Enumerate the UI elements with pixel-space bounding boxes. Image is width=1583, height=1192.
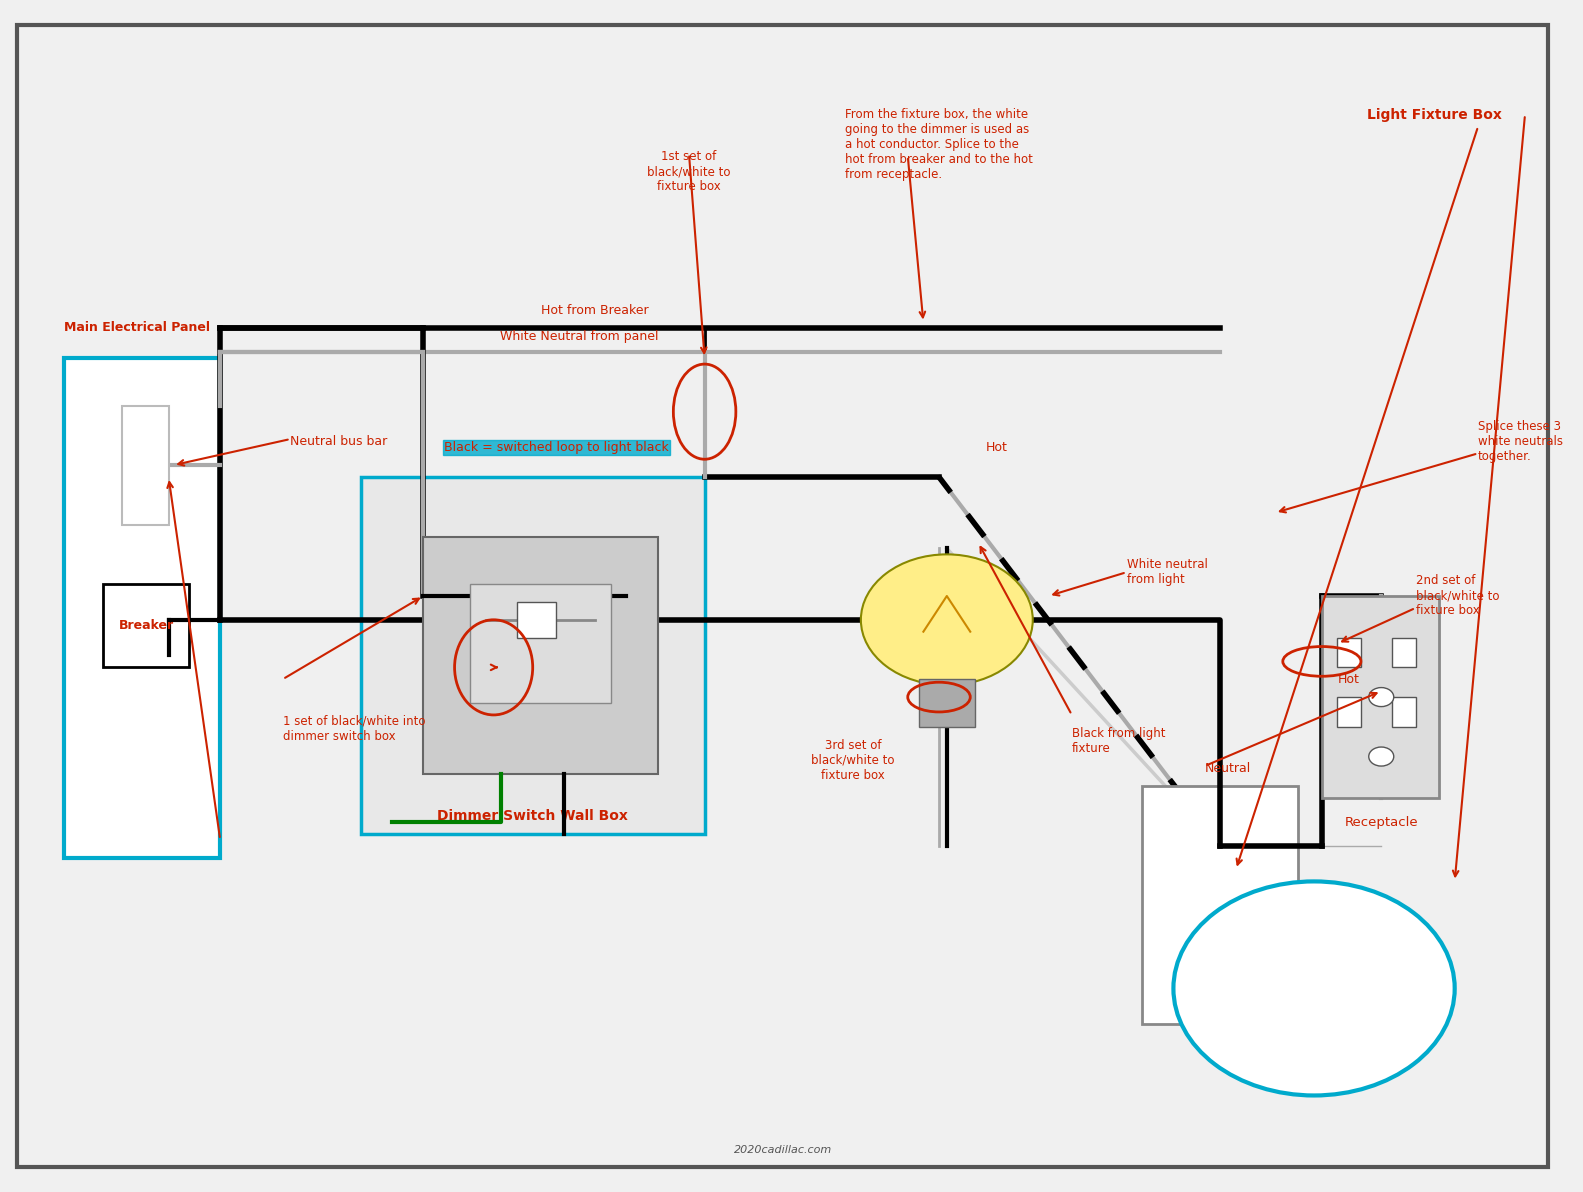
Text: 1st set of
black/white to
fixture box: 1st set of black/white to fixture box xyxy=(647,150,731,193)
Text: Light Fixture Box: Light Fixture Box xyxy=(1366,108,1502,123)
Text: White neutral
from light: White neutral from light xyxy=(1127,558,1208,586)
Text: Black = switched loop to light black: Black = switched loop to light black xyxy=(443,441,668,454)
Text: White Neutral from panel: White Neutral from panel xyxy=(500,330,659,342)
FancyBboxPatch shape xyxy=(361,477,704,834)
FancyBboxPatch shape xyxy=(1143,787,1298,1024)
Text: From the fixture box, the white
going to the dimmer is used as
a hot conductor. : From the fixture box, the white going to… xyxy=(845,108,1034,181)
FancyBboxPatch shape xyxy=(470,584,611,703)
Text: Hot from Breaker: Hot from Breaker xyxy=(541,304,649,317)
FancyBboxPatch shape xyxy=(103,584,188,668)
Text: Hot: Hot xyxy=(986,441,1008,454)
Text: Receptacle: Receptacle xyxy=(1344,817,1418,828)
Text: Dimmer Switch Wall Box: Dimmer Switch Wall Box xyxy=(437,809,628,822)
Text: 2020cadillac.com: 2020cadillac.com xyxy=(733,1146,831,1155)
FancyBboxPatch shape xyxy=(1338,697,1361,727)
Text: Breaker: Breaker xyxy=(119,619,174,632)
Text: Neutral: Neutral xyxy=(1205,762,1251,775)
Circle shape xyxy=(1173,881,1455,1095)
FancyBboxPatch shape xyxy=(63,358,220,857)
Text: Hot: Hot xyxy=(1338,672,1360,685)
FancyBboxPatch shape xyxy=(1391,638,1415,668)
FancyBboxPatch shape xyxy=(17,25,1548,1167)
Text: Splice these 3
white neutrals
together.: Splice these 3 white neutrals together. xyxy=(1479,420,1562,462)
FancyBboxPatch shape xyxy=(122,405,169,524)
FancyBboxPatch shape xyxy=(518,602,556,638)
Circle shape xyxy=(861,554,1032,685)
Text: 2nd set of
black/white to
fixture box: 2nd set of black/white to fixture box xyxy=(1415,575,1499,617)
FancyBboxPatch shape xyxy=(1338,638,1361,668)
FancyBboxPatch shape xyxy=(1391,697,1415,727)
Text: Neutral bus bar: Neutral bus bar xyxy=(291,435,388,448)
Circle shape xyxy=(1369,688,1393,707)
FancyBboxPatch shape xyxy=(1322,596,1439,799)
Circle shape xyxy=(1369,747,1393,766)
Text: 3rd set of
black/white to
fixture box: 3rd set of black/white to fixture box xyxy=(812,739,894,782)
FancyBboxPatch shape xyxy=(918,679,975,727)
FancyBboxPatch shape xyxy=(423,536,657,775)
Text: 1 set of black/white into
dimmer switch box: 1 set of black/white into dimmer switch … xyxy=(283,715,426,743)
Text: Black from light
fixture: Black from light fixture xyxy=(1072,727,1165,755)
Text: Main Electrical Panel: Main Electrical Panel xyxy=(63,322,211,335)
